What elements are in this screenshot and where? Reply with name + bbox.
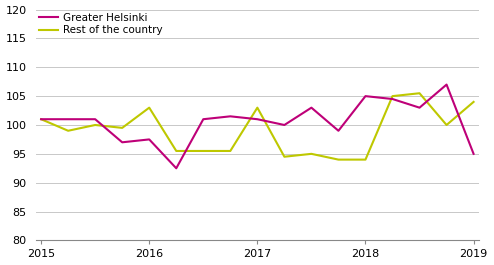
Greater Helsinki [92, 118, 98, 121]
Greater Helsinki [65, 118, 71, 121]
Rest of the country [173, 149, 179, 153]
Greater Helsinki [363, 95, 369, 98]
Rest of the country [146, 106, 152, 109]
Rest of the country [119, 126, 125, 130]
Rest of the country [38, 118, 44, 121]
Rest of the country [416, 92, 422, 95]
Greater Helsinki [471, 152, 477, 156]
Greater Helsinki [254, 118, 260, 121]
Rest of the country [444, 123, 450, 127]
Legend: Greater Helsinki, Rest of the country: Greater Helsinki, Rest of the country [39, 13, 163, 35]
Rest of the country [308, 152, 314, 156]
Greater Helsinki [390, 98, 396, 101]
Rest of the country [65, 129, 71, 132]
Greater Helsinki [119, 141, 125, 144]
Rest of the country [335, 158, 341, 161]
Greater Helsinki [38, 118, 44, 121]
Greater Helsinki [201, 118, 206, 121]
Greater Helsinki [308, 106, 314, 109]
Rest of the country [201, 149, 206, 153]
Rest of the country [92, 123, 98, 127]
Greater Helsinki [335, 129, 341, 132]
Greater Helsinki [227, 115, 233, 118]
Rest of the country [282, 155, 288, 158]
Rest of the country [227, 149, 233, 153]
Line: Greater Helsinki: Greater Helsinki [41, 85, 474, 168]
Rest of the country [363, 158, 369, 161]
Rest of the country [471, 100, 477, 104]
Greater Helsinki [282, 123, 288, 127]
Greater Helsinki [444, 83, 450, 86]
Rest of the country [390, 95, 396, 98]
Greater Helsinki [416, 106, 422, 109]
Rest of the country [254, 106, 260, 109]
Greater Helsinki [173, 167, 179, 170]
Line: Rest of the country: Rest of the country [41, 93, 474, 160]
Greater Helsinki [146, 138, 152, 141]
